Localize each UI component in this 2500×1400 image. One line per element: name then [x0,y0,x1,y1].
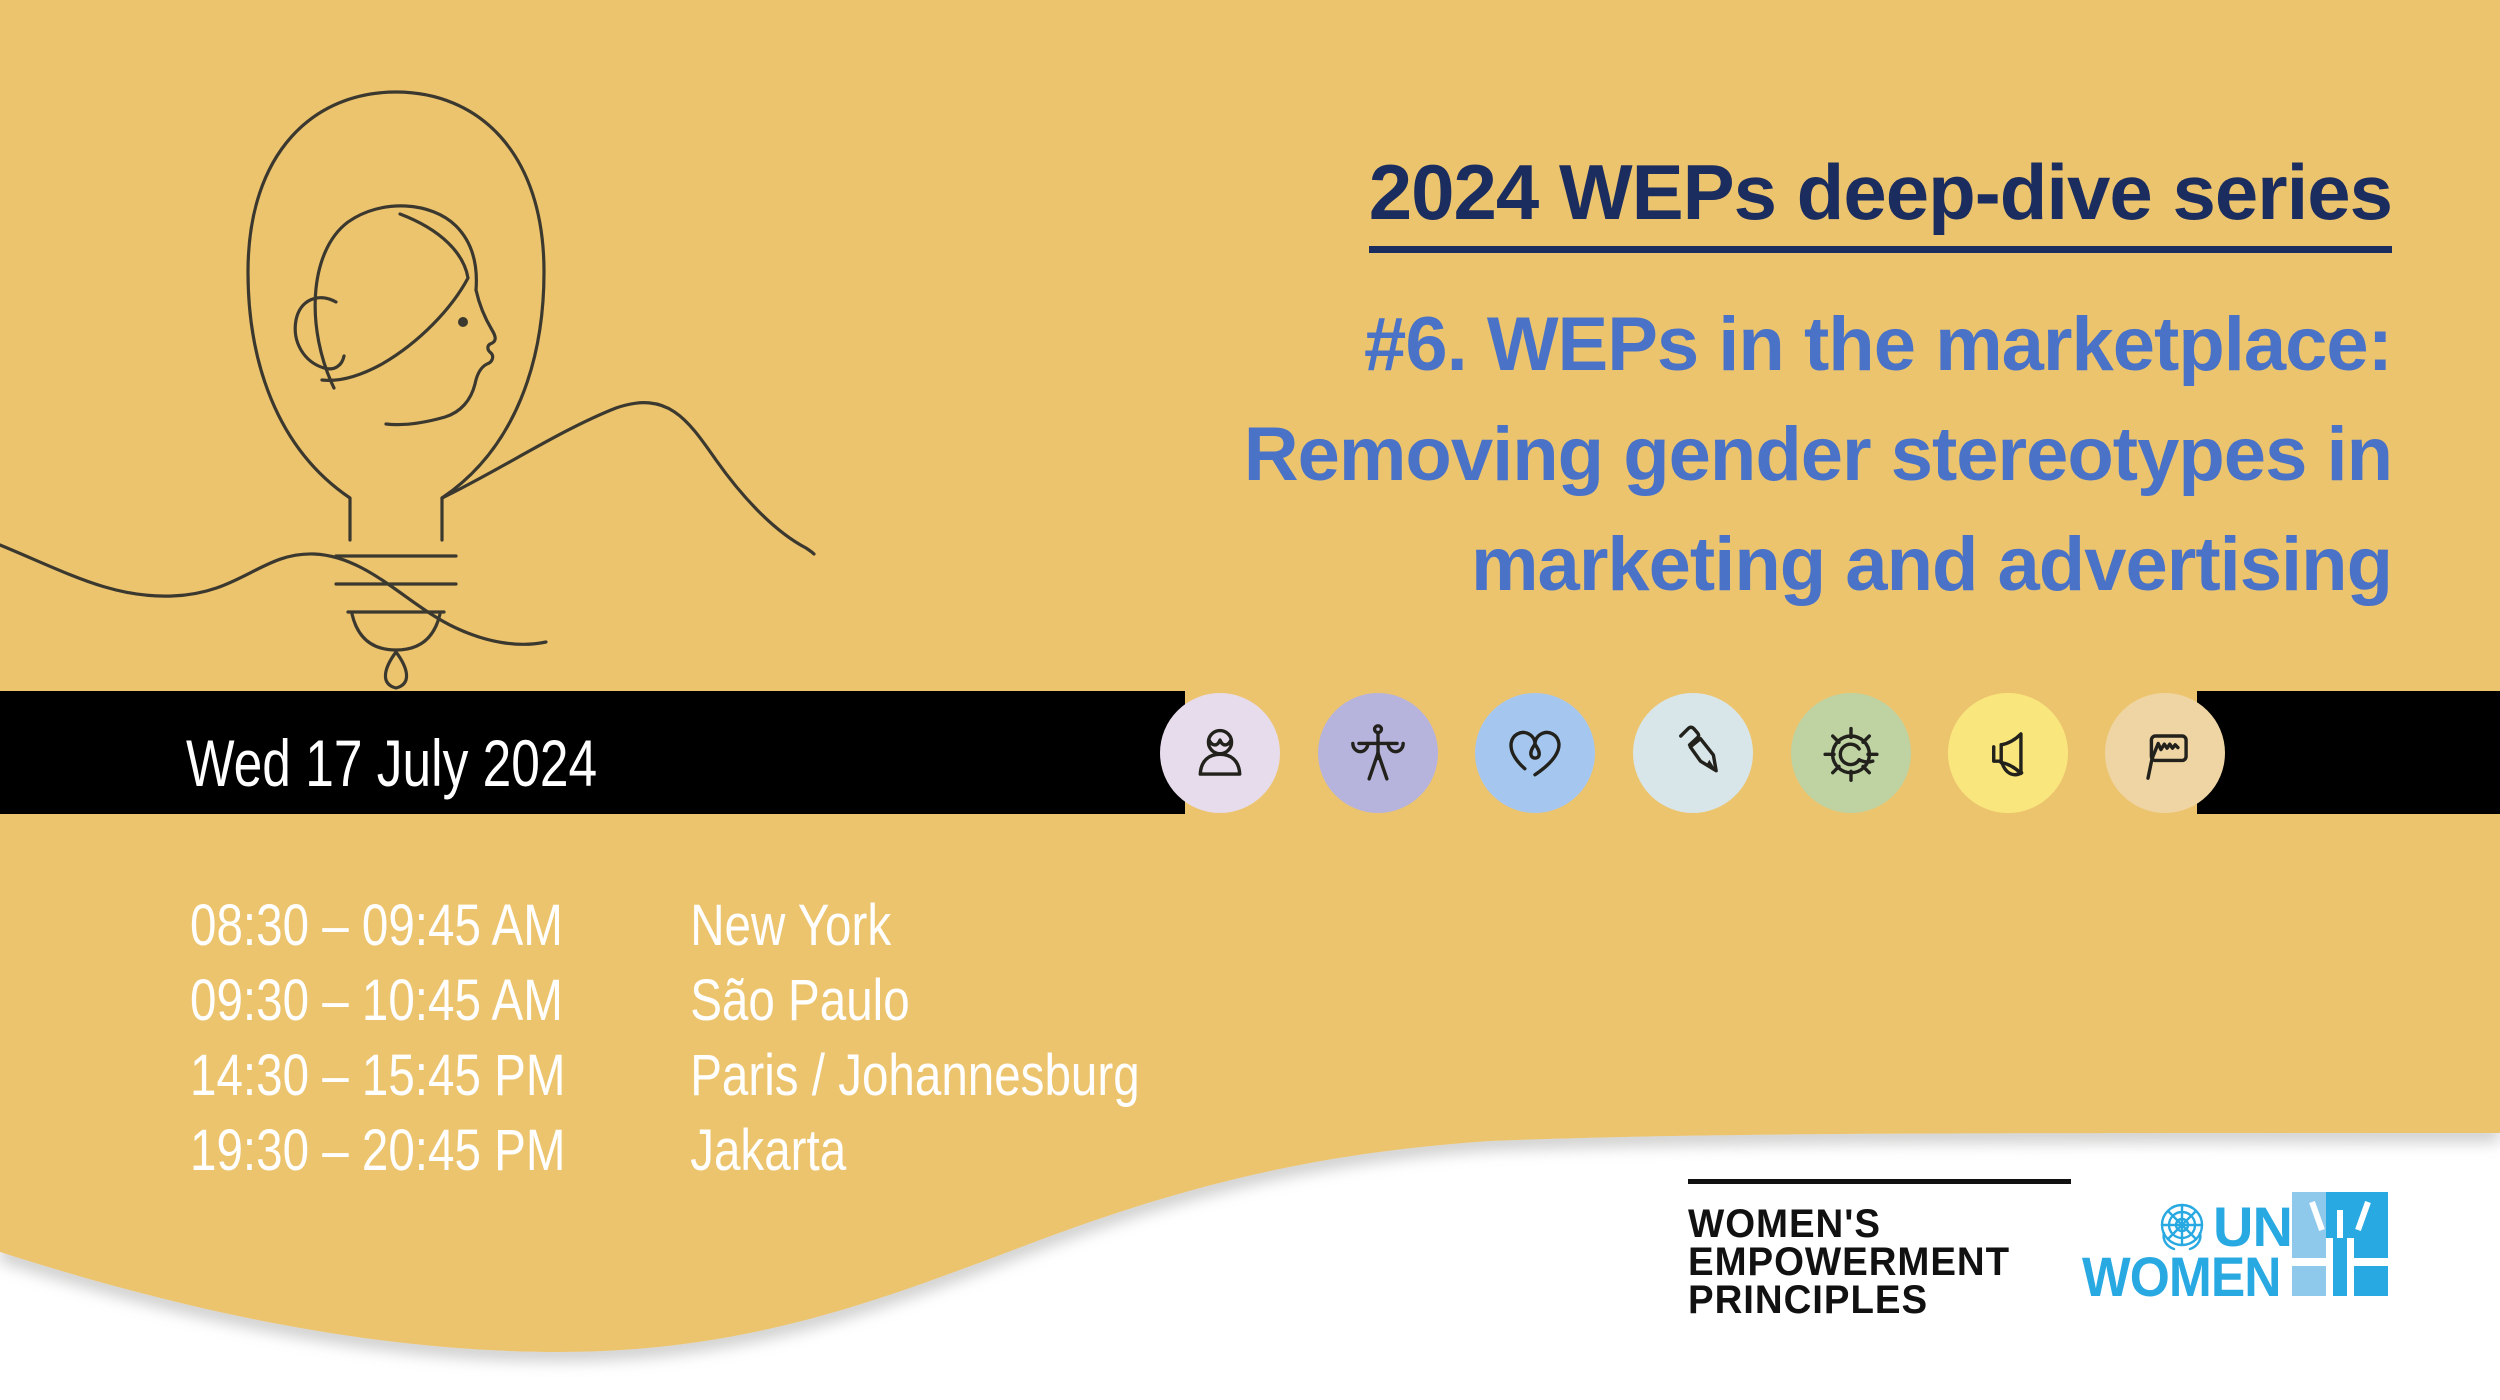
episode-title-line-3: marketing and advertising [1470,522,2393,607]
weps-logo-line-2: EMPOWERMENT [1688,1240,2011,1284]
scales-icon-glyph [1351,724,1405,781]
pencil-icon-glyph [1679,725,1718,773]
gear-icon [1791,693,1911,813]
schedule-row: 09:30 – 10:45 AM São Paulo [190,963,1140,1038]
heart-icon [1475,693,1595,813]
weps-logo-line-3: PRINCIPLES [1688,1278,1929,1322]
episode-title-line-1: #6. WEPs in the marketplace: [1364,302,2393,387]
schedule-list: 08:30 – 09:45 AM New York 09:30 – 10:45 … [190,888,1348,1188]
heart-icon-glyph [1509,730,1561,777]
schedule-city: Jakarta [690,1118,847,1183]
un-women-logo-women: WOMEN [2082,1245,2282,1308]
schedule-time: 08:30 – 09:45 AM [190,893,563,958]
schedule-city: New York [690,893,892,958]
un-women-mark-icon [2292,1192,2388,1296]
series-title: 2024 WEPs deep-dive series [1368,149,2393,253]
schedule-time: 09:30 – 10:45 AM [190,968,563,1033]
flag-icon-glyph [2146,734,2188,780]
scales-icon [1318,693,1438,813]
person-icon [1160,693,1280,813]
lightbulb-woman-illustration [0,90,816,690]
megaphone-icon-glyph [1992,732,2024,777]
event-date: Wed 17 July 2024 [186,725,598,800]
schedule-row: 08:30 – 09:45 AM New York [190,888,1140,963]
pencil-icon [1633,693,1753,813]
weps-logo-line-1: WOMEN'S [1688,1202,1881,1246]
schedule-time: 19:30 – 20:45 PM [190,1118,566,1183]
episode-title-line-2: Removing gender stereotypes in [1243,412,2393,497]
megaphone-icon [1948,693,2068,813]
gear-icon-glyph [1823,726,1879,782]
weps-logo-text: WOMEN'S EMPOWERMENT PRINCIPLES [1688,1202,2056,1322]
flag-icon [2105,693,2225,813]
weps-logo: WOMEN'S EMPOWERMENT PRINCIPLES [1688,1179,2071,1322]
episode-title: #6. WEPs in the marketplace: Removing ge… [1243,290,2393,620]
schedule-row: 19:30 – 20:45 PM Jakarta [190,1113,1140,1188]
schedule-time: 14:30 – 15:45 PM [190,1043,566,1108]
schedule-city: São Paulo [690,968,910,1033]
person-icon-glyph [1198,728,1242,776]
weps-logo-rule [1688,1179,2071,1184]
schedule-row: 14:30 – 15:45 PM Paris / Johannesburg [190,1038,1140,1113]
schedule-city: Paris / Johannesburg [690,1043,1140,1108]
